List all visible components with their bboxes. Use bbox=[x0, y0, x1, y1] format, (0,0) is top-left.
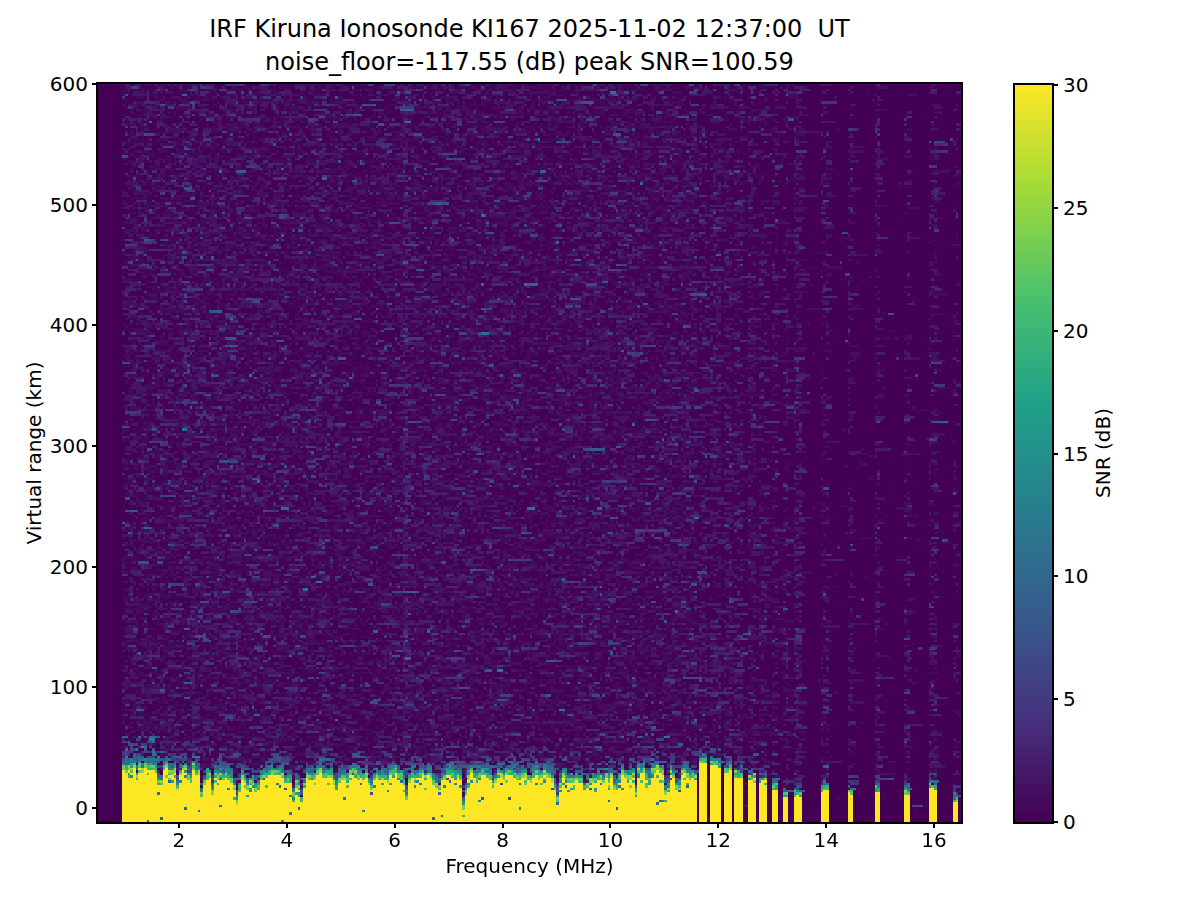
y-tick-label: 500 bbox=[8, 194, 88, 216]
x-axis-label: Frequency (MHz) bbox=[98, 854, 961, 878]
y-tick-label: 0 bbox=[8, 797, 88, 819]
x-tick-label: 4 bbox=[257, 829, 317, 851]
y-tick-label: 200 bbox=[8, 556, 88, 578]
x-tick-label: 14 bbox=[796, 829, 856, 851]
y-tick-mark bbox=[92, 445, 98, 447]
colorbar-label: SNR (dB) bbox=[1091, 408, 1115, 498]
title-line-1: IRF Kiruna Ionosonde KI167 2025-11-02 12… bbox=[98, 13, 961, 46]
x-tick-label: 8 bbox=[473, 829, 533, 851]
y-axis-label: Virtual range (km) bbox=[22, 362, 46, 545]
x-tick-label: 10 bbox=[580, 829, 640, 851]
x-tick-label: 2 bbox=[149, 829, 209, 851]
colorbar-tick-label: 20 bbox=[1063, 320, 1123, 342]
y-tick-label: 400 bbox=[8, 314, 88, 336]
y-tick-mark bbox=[92, 83, 98, 85]
figure: IRF Kiruna Ionosonde KI167 2025-11-02 12… bbox=[0, 0, 1200, 900]
colorbar-tick-label: 10 bbox=[1063, 565, 1123, 587]
y-tick-label: 100 bbox=[8, 676, 88, 698]
y-tick-label: 300 bbox=[8, 435, 88, 457]
x-tick-label: 12 bbox=[688, 829, 748, 851]
x-tick-label: 6 bbox=[365, 829, 425, 851]
colorbar-tick-label: 5 bbox=[1063, 688, 1123, 710]
colorbar-tick-label: 25 bbox=[1063, 197, 1123, 219]
y-tick-mark bbox=[92, 686, 98, 688]
y-tick-mark bbox=[92, 807, 98, 809]
chart-title: IRF Kiruna Ionosonde KI167 2025-11-02 12… bbox=[98, 13, 961, 79]
y-tick-mark bbox=[92, 204, 98, 206]
colorbar-border bbox=[1013, 83, 1054, 824]
y-tick-mark bbox=[92, 566, 98, 568]
x-tick-label: 16 bbox=[904, 829, 964, 851]
y-tick-label: 600 bbox=[8, 73, 88, 95]
title-line-2: noise_floor=-117.55 (dB) peak SNR=100.59 bbox=[98, 46, 961, 79]
y-tick-mark bbox=[92, 324, 98, 326]
colorbar-tick-label: 0 bbox=[1063, 811, 1123, 833]
colorbar-tick-label: 30 bbox=[1063, 74, 1123, 96]
plot-border bbox=[96, 82, 963, 824]
